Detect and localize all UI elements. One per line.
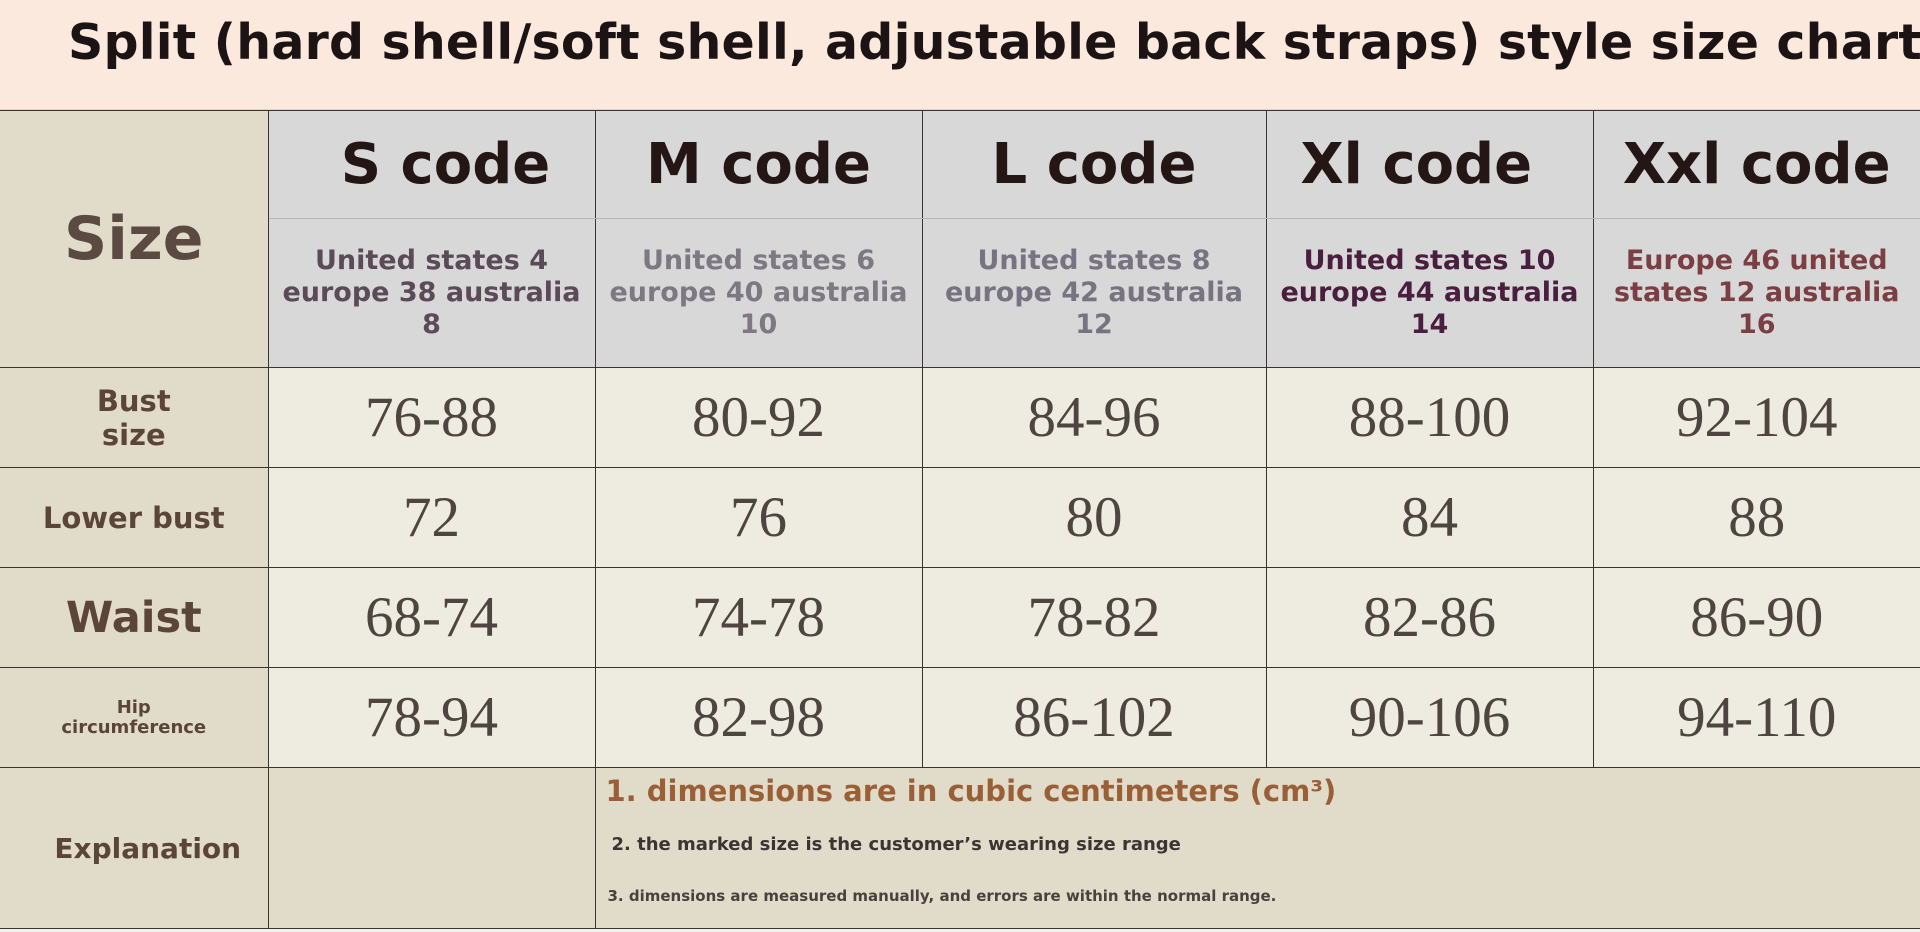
region-cell: United states 8 europe 42 australia 12 (921, 218, 1267, 368)
region-row: United states 4 europe 38 australia 8 Un… (0, 218, 1920, 368)
lower-bust-value: 88 (1728, 486, 1786, 549)
value-cell: 92-104 (1592, 367, 1920, 468)
hip-value: 90-106 (1348, 686, 1511, 749)
value-cell: 82-86 (1265, 567, 1594, 668)
waist-value: 86-90 (1690, 586, 1824, 649)
bust-value: 76-88 (365, 386, 498, 449)
value-cell: 74-78 (594, 567, 923, 668)
region-text-s: United states 4 europe 38 australia 8 (282, 245, 581, 340)
value-cell: 80 (921, 467, 1267, 568)
size-table: Size S code M code L code Xl code Xxl co… (0, 110, 1920, 929)
value-cell: 84-96 (921, 367, 1267, 468)
value-cell: 86-90 (1592, 567, 1920, 668)
size-code-cell: S code (267, 110, 596, 219)
size-code-xl: Xl code (1300, 132, 1533, 197)
bust-value: 88-100 (1348, 386, 1511, 449)
explanation-label-cell: Explanation (0, 767, 269, 929)
region-text-l: United states 8 europe 42 australia 12 (944, 245, 1244, 340)
explanation-spacer-cell (267, 767, 596, 929)
bust-value: 84-96 (1027, 386, 1161, 449)
table-row: Lower bust 72 76 80 84 88 (0, 467, 1920, 568)
waist-value: 68-74 (365, 586, 498, 649)
value-cell: 76 (594, 467, 923, 568)
table-row: Bust size 76-88 80-92 84-96 88-100 92-10… (0, 367, 1920, 468)
value-cell: 72 (267, 467, 596, 568)
hip-value: 78-94 (365, 686, 498, 749)
explanation-row: Explanation 1. dimensions are in cubic c… (0, 767, 1920, 929)
bust-value: 92-104 (1676, 386, 1838, 449)
region-text-xxl: Europe 46 united states 12 australia 16 (1613, 245, 1900, 340)
table-row: Hip circumference 78-94 82-98 86-102 90-… (0, 667, 1920, 768)
region-cell: Europe 46 united states 12 australia 16 (1592, 218, 1920, 368)
row-label-cell: Waist (0, 567, 269, 668)
region-cell: United states 10 europe 44 australia 14 (1265, 218, 1594, 368)
explanation-notes-cell: 1. dimensions are in cubic centimeters (… (594, 767, 1920, 929)
size-code-row: Size S code M code L code Xl code Xxl co… (0, 110, 1920, 368)
note-wearing-range: 2. the marked size is the customer’s wea… (611, 834, 1181, 855)
hip-value: 86-102 (1013, 686, 1175, 749)
bust-value: 80-92 (692, 386, 825, 449)
value-cell: 78-82 (921, 567, 1267, 668)
lower-bust-value: 84 (1401, 486, 1458, 549)
size-code-xxl: Xxl code (1622, 132, 1891, 197)
hip-value: 82-98 (692, 686, 825, 749)
size-code-cell: Xxl code (1592, 110, 1920, 219)
region-text-m: United states 6 europe 40 australia 10 (609, 245, 908, 340)
lower-bust-value: 76 (730, 486, 787, 549)
hip-value: 94-110 (1677, 686, 1837, 749)
note-measurement-error: 3. dimensions are measured manually, and… (607, 887, 1277, 905)
row-label-hip: Hip circumference (61, 696, 207, 738)
region-cell: United states 6 europe 40 australia 10 (594, 218, 923, 368)
note-units: 1. dimensions are in cubic centimeters (… (605, 774, 1337, 808)
value-cell: 90-106 (1265, 667, 1594, 768)
size-label-cell: Size (0, 110, 269, 368)
size-code-cell: L code (921, 110, 1267, 219)
row-label-cell: Lower bust (0, 467, 269, 568)
waist-value: 74-78 (692, 586, 825, 649)
value-cell: 94-110 (1592, 667, 1920, 768)
explanation-label: Explanation (54, 831, 242, 865)
page-title: Split (hard shell/soft shell, adjustable… (68, 14, 1920, 71)
lower-bust-value: 72 (403, 486, 460, 549)
value-cell: 76-88 (267, 367, 596, 468)
value-cell: 82-98 (594, 667, 923, 768)
row-label-waist: Waist (65, 592, 202, 643)
size-code-s: S code (340, 132, 551, 197)
waist-value: 82-86 (1363, 586, 1496, 649)
size-code-m: M code (646, 132, 871, 197)
value-cell: 86-102 (921, 667, 1267, 768)
size-code-l: L code (991, 132, 1197, 197)
region-cell: United states 4 europe 38 australia 8 (268, 218, 596, 368)
value-cell: 80-92 (594, 367, 923, 468)
size-label: Size (64, 204, 204, 274)
row-label-cell: Bust size (0, 367, 269, 468)
row-label-cell: Hip circumference (0, 667, 269, 768)
table-row: Waist 68-74 74-78 78-82 82-86 86-90 (0, 567, 1920, 668)
title-bar: Split (hard shell/soft shell, adjustable… (0, 0, 1920, 110)
size-code-cell: Xl code (1265, 110, 1594, 219)
value-cell: 88 (1592, 467, 1920, 568)
value-cell: 78-94 (267, 667, 596, 768)
row-label-bust: Bust size (96, 383, 171, 452)
region-text-xl: United states 10 europe 44 australia 14 (1280, 245, 1579, 340)
row-label-lower-bust: Lower bust (42, 500, 225, 535)
waist-value: 78-82 (1027, 586, 1161, 649)
value-cell: 68-74 (267, 567, 596, 668)
size-code-cell: M code (594, 110, 923, 219)
value-cell: 88-100 (1265, 367, 1594, 468)
value-cell: 84 (1265, 467, 1594, 568)
lower-bust-value: 80 (1065, 486, 1123, 549)
